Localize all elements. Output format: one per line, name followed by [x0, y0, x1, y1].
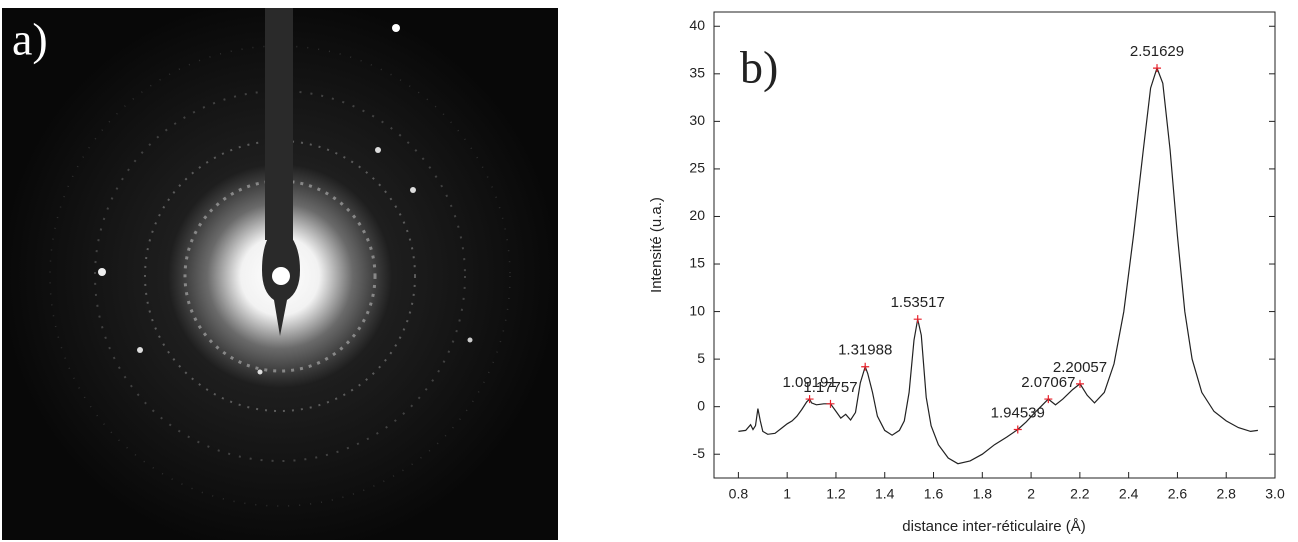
panel-label: b) — [740, 42, 778, 93]
peak-label: 2.51629 — [1130, 43, 1184, 60]
panel-label: a) — [12, 14, 48, 65]
peak-marker — [1153, 64, 1162, 73]
y-tick-label: 15 — [689, 255, 705, 271]
y-tick-label: 35 — [689, 65, 705, 81]
peak-marker — [1044, 395, 1053, 404]
peak-marker — [1076, 379, 1085, 388]
plot-frame — [713, 11, 1276, 479]
x-tick-label: 2.2 — [1070, 486, 1090, 502]
peak-label: 2.07067 — [1021, 374, 1075, 391]
x-tick-label: 1 — [783, 486, 791, 502]
x-tick-label: 2.6 — [1168, 486, 1188, 502]
x-axis-label: distance inter-réticulaire (Å) — [902, 518, 1085, 535]
x-tick-label: 1.6 — [924, 486, 944, 502]
x-tick-label: 0.8 — [729, 486, 749, 502]
peak-label: 1.09191 — [782, 374, 836, 391]
peak-marker — [805, 395, 814, 404]
peak-label: 2.20057 — [1053, 359, 1107, 376]
peak-marker — [826, 399, 835, 408]
y-tick-label: 10 — [689, 302, 705, 318]
peak-marker — [1013, 425, 1022, 434]
x-tick-label: 2.8 — [1216, 486, 1236, 502]
peak-marker — [913, 315, 922, 324]
peak-label: 1.17757 — [803, 379, 857, 396]
y-tick-label: 5 — [697, 350, 705, 366]
x-tick-label: 1.2 — [826, 486, 846, 502]
x-tick-label: 1.8 — [973, 486, 993, 502]
y-tick-label: 40 — [689, 17, 705, 33]
spectrum-line — [738, 66, 1258, 465]
y-tick-label: 25 — [689, 160, 705, 176]
y-tick-label: 20 — [689, 207, 705, 223]
y-tick-label: -5 — [693, 445, 706, 461]
peak-marker — [861, 362, 870, 371]
peak-label: 1.31988 — [838, 342, 892, 359]
x-tick-label: 1.4 — [875, 486, 895, 502]
diffraction-image: a) — [2, 8, 558, 540]
x-tick-label: 2 — [1027, 486, 1035, 502]
peak-label: 1.94539 — [991, 404, 1045, 421]
x-tick-label: 2.4 — [1119, 486, 1139, 502]
x-tick-label: 3.0 — [1265, 486, 1285, 502]
y-axis-label: Intensité (u.a.) — [648, 197, 665, 293]
y-tick-label: 30 — [689, 112, 705, 128]
peak-label: 1.53517 — [891, 294, 945, 311]
y-tick-label: 0 — [697, 397, 705, 413]
